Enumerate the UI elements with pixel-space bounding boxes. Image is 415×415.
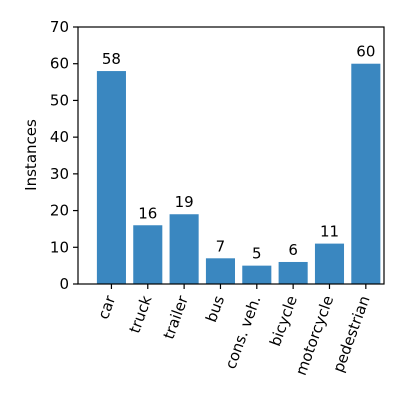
- bar: [96, 71, 126, 284]
- x-tick-label: truck: [125, 293, 155, 336]
- data-label: 11: [320, 223, 339, 241]
- y-axis-label: Instances: [22, 119, 40, 191]
- x-tick-label: pedestrian: [329, 293, 373, 375]
- bar: [169, 214, 199, 284]
- bar: [242, 265, 272, 284]
- data-label: 7: [216, 237, 226, 255]
- y-tick-label: 60: [50, 55, 69, 73]
- data-label: 5: [252, 245, 262, 263]
- data-label: 60: [356, 43, 375, 61]
- data-label: 6: [288, 241, 298, 259]
- y-tick-label: 50: [50, 91, 69, 109]
- bar: [314, 243, 345, 284]
- bar: [133, 225, 163, 284]
- data-label: 16: [138, 204, 157, 222]
- bar: [351, 63, 381, 284]
- y-tick-label: 70: [50, 18, 69, 36]
- bar: [205, 258, 235, 284]
- data-label: 19: [175, 193, 194, 211]
- x-tick-label: bus: [202, 293, 228, 325]
- y-tick-label: 40: [50, 128, 69, 146]
- plot-frame: [77, 26, 385, 285]
- y-tick-label: 30: [50, 165, 69, 183]
- bar: [278, 261, 308, 284]
- x-tick-label: cons. veh.: [221, 293, 264, 371]
- x-tick-label: bicycle: [266, 293, 301, 348]
- y-tick-label: 0: [59, 275, 69, 293]
- y-tick-label: 10: [50, 238, 69, 256]
- x-tick-label: car: [94, 292, 119, 321]
- y-tick-label: 20: [50, 202, 69, 220]
- data-label: 58: [102, 50, 121, 68]
- x-tick-label: trailer: [160, 292, 193, 341]
